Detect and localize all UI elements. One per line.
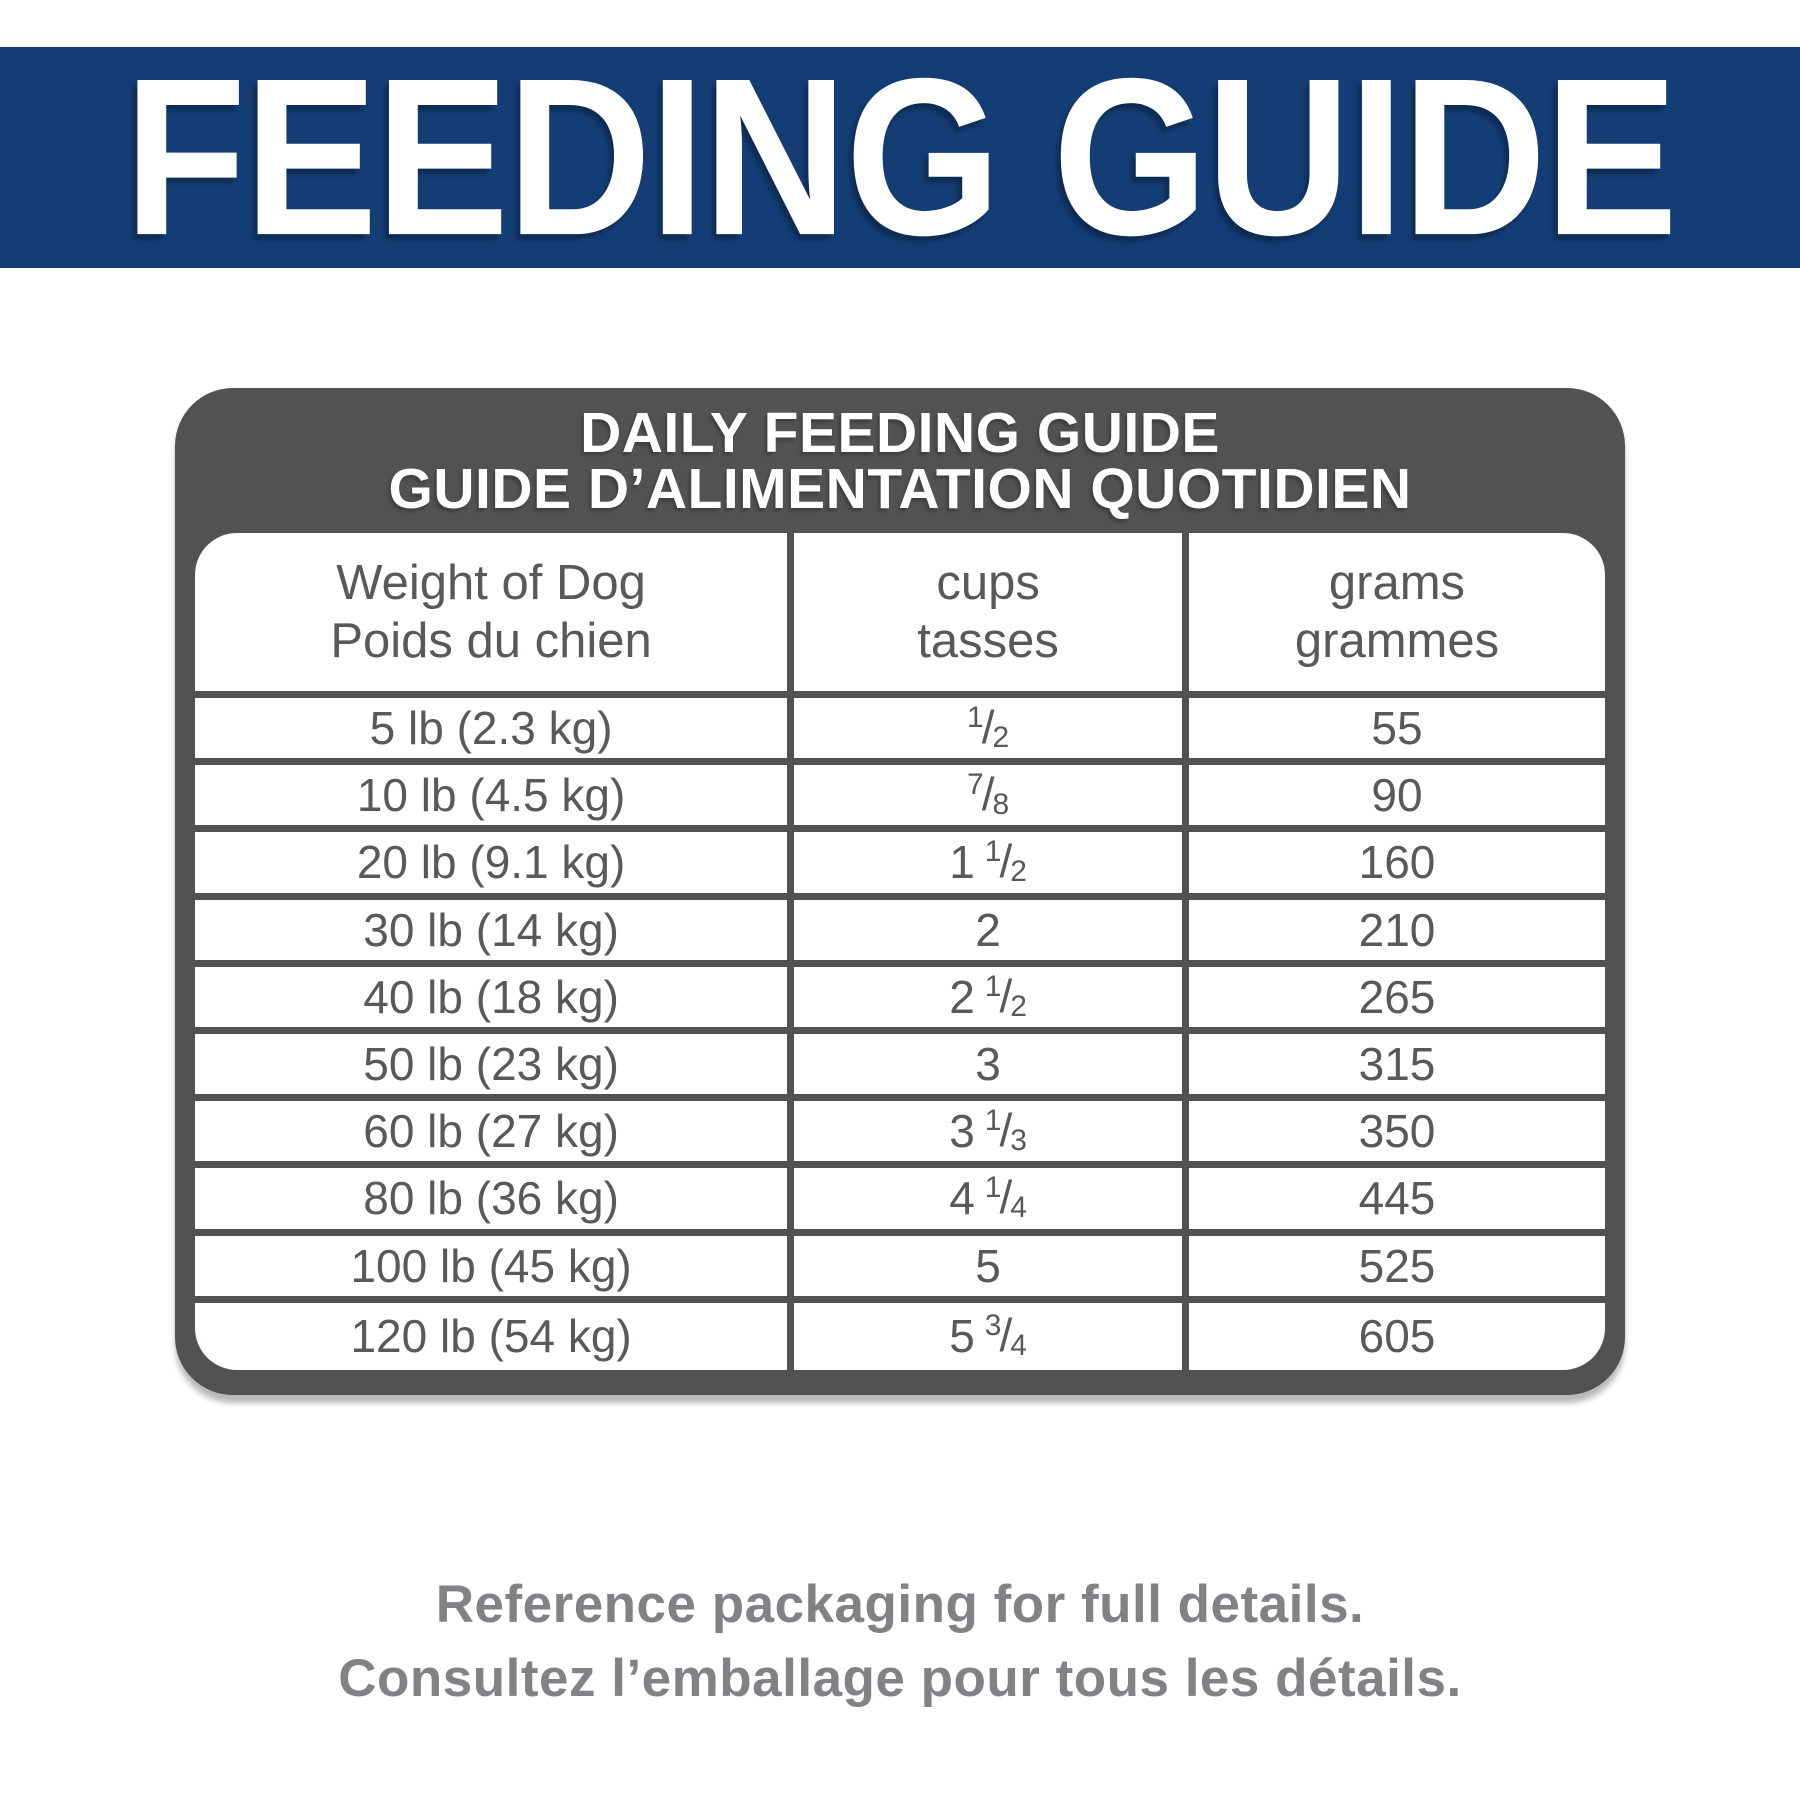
cell-grams: 605 [1181, 1302, 1605, 1370]
column-header-cups: cups tasses [787, 533, 1182, 698]
cell-weight: 20 lb (9.1 kg) [195, 832, 788, 900]
cell-cups: 5 [787, 1235, 1182, 1303]
footer-note-fr: Consultez l’emballage pour tous les déta… [338, 1649, 1462, 1708]
cell-grams: 525 [1181, 1235, 1605, 1303]
cell-weight: 40 lb (18 kg) [195, 967, 788, 1034]
cell-grams: 210 [1181, 899, 1605, 967]
cups-whole-number: 5 [949, 1310, 975, 1363]
card-header: DAILY FEEDING GUIDE GUIDE D’ALIMENTATION… [175, 388, 1625, 533]
column-header-weight: Weight of Dog Poids du chien [195, 533, 788, 698]
column-header-grams-fr: grammes [1294, 614, 1500, 668]
daily-feeding-guide-card: DAILY FEEDING GUIDE GUIDE D’ALIMENTATION… [175, 388, 1625, 1395]
cell-grams: 350 [1181, 1101, 1605, 1169]
cups-whole-number: 1 [949, 836, 975, 889]
feeding-table-grid: Weight of Dog Poids du chien cups tasses g… [195, 533, 1605, 1370]
cups-whole-number: 5 [975, 1239, 1001, 1292]
cups-fraction: 1/2 [984, 835, 1027, 889]
cell-cups: 7/8 [787, 765, 1182, 833]
footer-note: Reference packaging for full details. Co… [0, 1568, 1800, 1716]
cell-cups: 1/2 [787, 698, 1182, 766]
card-title-fr: GUIDE D’ALIMENTATION QUOTIDIEN [388, 456, 1412, 521]
cell-weight: 10 lb (4.5 kg) [195, 765, 788, 833]
feeding-guide-banner: FEEDING GUIDE [0, 32, 1800, 282]
cups-fraction: 3/4 [984, 1309, 1027, 1363]
cell-grams: 315 [1181, 1033, 1605, 1102]
column-header-grams-label: grams grammes [1295, 554, 1499, 670]
cell-grams: 445 [1181, 1168, 1605, 1236]
cups-whole-number: 2 [949, 970, 975, 1023]
cell-grams: 55 [1181, 698, 1605, 766]
column-header-cups-label: cups tasses [917, 554, 1059, 670]
cell-weight: 30 lb (14 kg) [195, 900, 788, 967]
cups-whole-number: 3 [949, 1105, 975, 1158]
card-title-en: DAILY FEEDING GUIDE [580, 400, 1220, 465]
column-header-weight-fr: Poids du chien [330, 614, 652, 668]
cell-cups: 4 1/4 [787, 1168, 1182, 1236]
column-header-cups-en: cups [936, 556, 1040, 610]
cell-weight: 100 lb (45 kg) [195, 1236, 788, 1303]
footer-note-en: Reference packaging for full details. [435, 1575, 1365, 1634]
cups-fraction: 7/8 [967, 768, 1010, 822]
cell-grams: 265 [1181, 966, 1605, 1034]
cell-grams: 160 [1181, 832, 1605, 900]
cups-fraction: 1/3 [984, 1104, 1027, 1158]
cups-whole-number: 3 [975, 1038, 1001, 1091]
cups-fraction: 1/4 [984, 1171, 1027, 1225]
column-header-weight-label: Weight of Dog Poids du chien [330, 554, 651, 670]
cell-cups: 2 [787, 899, 1182, 967]
cell-cups: 3 1/3 [787, 1101, 1182, 1169]
page-title: FEEDING GUIDE [124, 32, 1678, 282]
column-header-grams-en: grams [1328, 556, 1466, 610]
column-header-cups-fr: tasses [917, 614, 1059, 668]
cell-weight: 120 lb (54 kg) [350, 1310, 632, 1363]
cell-weight: 5 lb (2.3 kg) [195, 698, 788, 766]
cups-whole-number: 4 [949, 1172, 975, 1225]
cell-weight: 80 lb (36 kg) [195, 1168, 788, 1236]
column-header-weight-en: Weight of Dog [336, 556, 646, 610]
feeding-table: Weight of Dog Poids du chien cups tasses g… [195, 533, 1605, 1370]
cell-cups: 2 1/2 [787, 966, 1182, 1034]
cell-cups: 3 [787, 1033, 1182, 1102]
cell-weight: 50 lb (23 kg) [195, 1034, 788, 1102]
cups-whole-number: 2 [975, 903, 1001, 956]
cell-weight: 60 lb (27 kg) [195, 1101, 788, 1169]
cups-fraction: 1/2 [984, 969, 1027, 1023]
cell-grams: 90 [1181, 765, 1605, 833]
column-header-grams: grams grammes [1181, 533, 1605, 698]
cups-fraction: 1/2 [967, 701, 1010, 755]
cell-cups: 1 1/2 [787, 832, 1182, 900]
cell-cups: 5 3/4 [787, 1302, 1182, 1370]
